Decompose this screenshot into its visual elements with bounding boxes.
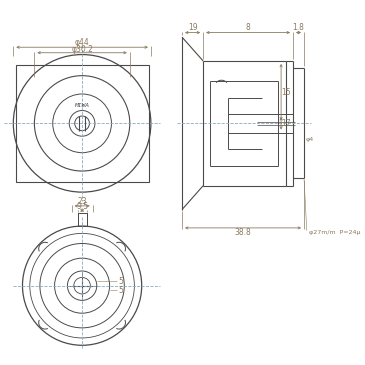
Text: 1.8: 1.8: [293, 23, 304, 32]
Text: φ30.2: φ30.2: [71, 45, 93, 54]
Text: φ27m/m  P=24μ: φ27m/m P=24μ: [309, 230, 360, 235]
Text: 19: 19: [188, 23, 197, 32]
Text: 5: 5: [119, 277, 124, 285]
Text: 9.5: 9.5: [76, 202, 88, 211]
Bar: [16, 65, 149, 182]
Text: 5: 5: [119, 286, 124, 295]
Text: 8: 8: [246, 23, 250, 32]
Text: φ44: φ44: [75, 38, 89, 47]
Text: MIWA: MIWA: [74, 103, 89, 108]
Text: 38.8: 38.8: [235, 228, 251, 237]
Bar: [77, 213, 87, 226]
Text: 15: 15: [281, 88, 291, 97]
Text: 17: 17: [281, 119, 291, 128]
Text: 23: 23: [77, 197, 87, 206]
Text: φ4: φ4: [306, 137, 314, 142]
